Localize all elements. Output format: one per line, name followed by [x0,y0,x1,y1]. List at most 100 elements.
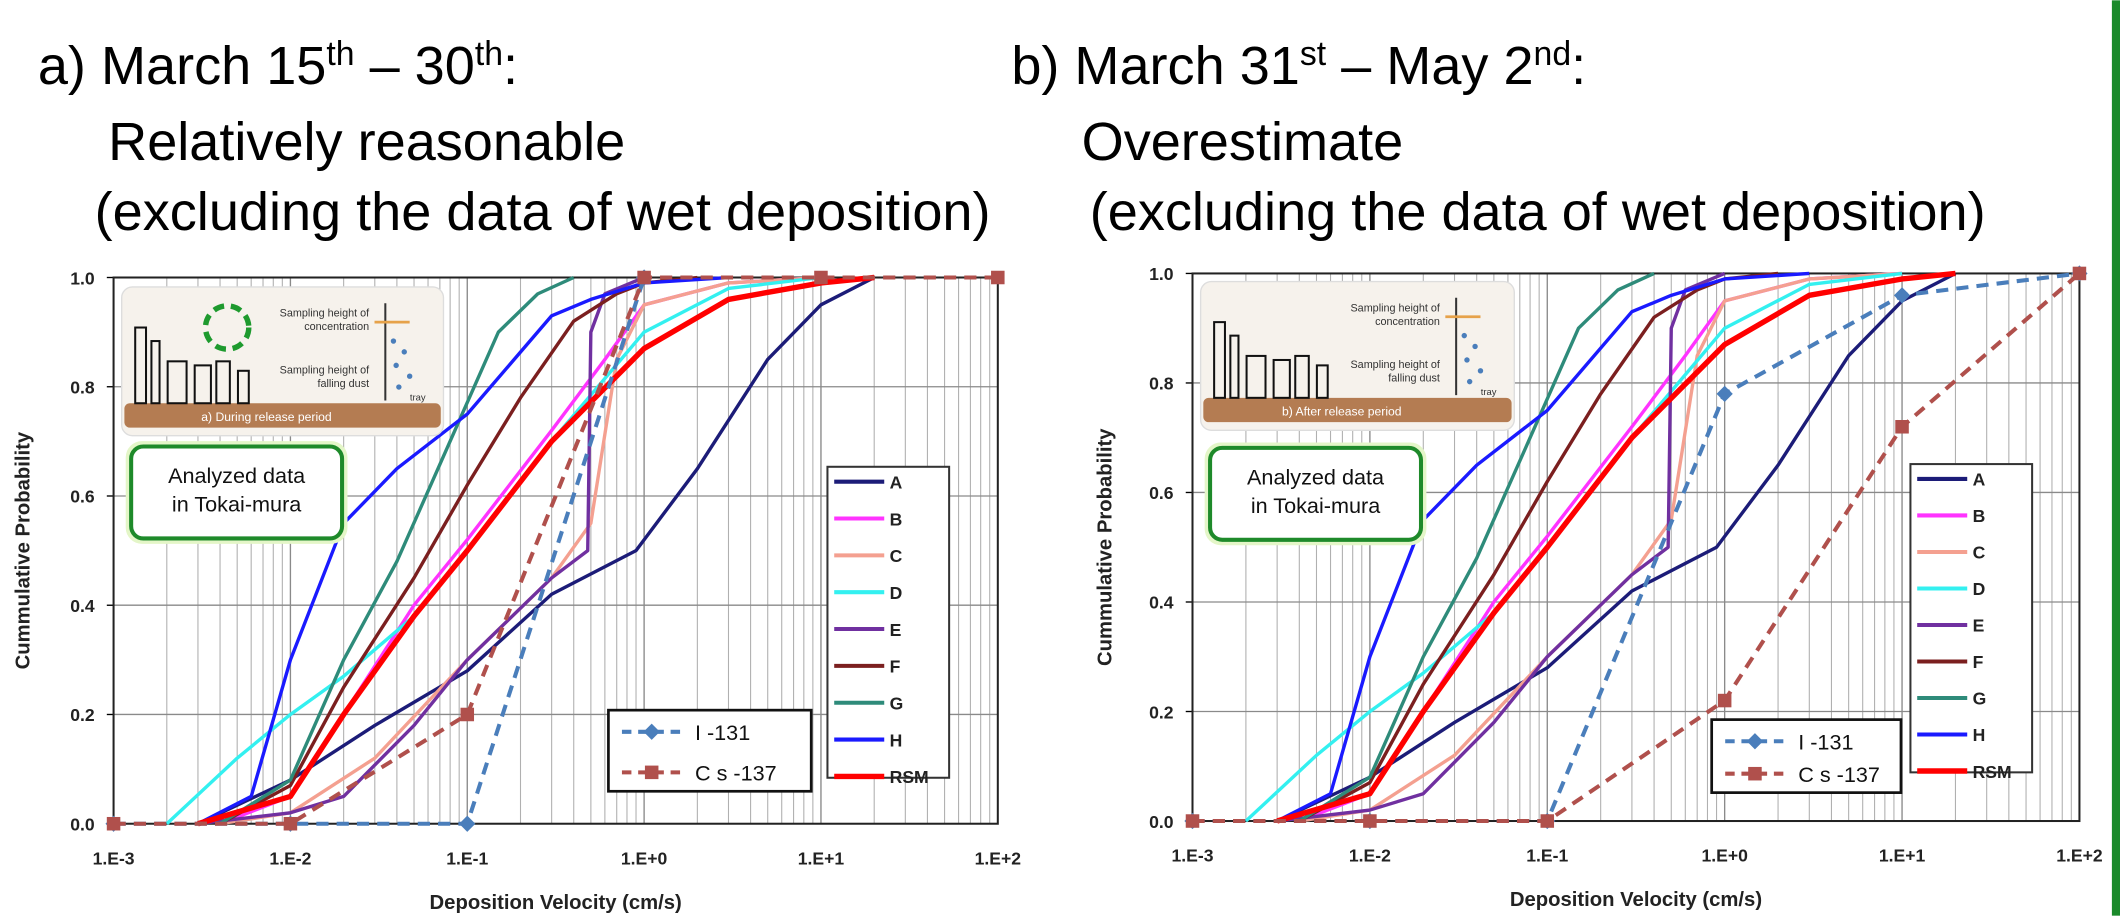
inset-building [1315,364,1329,399]
legend-box [826,465,951,779]
series-line [1276,271,1957,823]
inset-label: falling dust [317,378,369,390]
inset-building [134,326,148,405]
title-part: : [503,36,518,96]
marker [2072,266,2087,281]
series-line [1276,271,1810,823]
inset-dot [401,349,407,355]
marker [1717,693,1732,708]
chart-subtitle: (excluding the data of wet deposition) [95,182,991,242]
x-tick-label: 1.E+1 [798,848,845,868]
legend-label: D [1973,579,1986,599]
legend-label: RSM [1973,762,2012,782]
marker [460,707,475,722]
inset-building [166,360,188,405]
series-line [219,275,575,826]
series-line [197,275,645,826]
y-tick-label: 0.0 [1149,812,1174,832]
inset-ground [124,403,441,428]
inset-label: concentration [1375,316,1440,328]
legend-label: C s -137 [1798,762,1880,787]
edge-bar [2111,0,2120,916]
x-tick-label: 1.E+1 [1879,846,1926,866]
legend-label: G [890,693,904,713]
x-tick-label: 1.E-3 [93,848,135,868]
inset-building [1294,354,1310,399]
x-tick-label: 1.E-1 [1526,846,1568,866]
legend-label: E [1973,616,1985,636]
note-text: in Tokai-mura [1251,493,1381,518]
inset-building [150,340,161,405]
marker [459,815,476,832]
inset-dot [393,362,399,369]
inset-label: concentration [304,321,369,333]
marker [106,816,121,831]
legend-label: D [890,583,903,603]
inset-dot [1466,378,1473,385]
inset-label: Sampling height of [1350,359,1440,371]
inset-dot [1477,368,1484,374]
inset-label: falling dust [1388,373,1440,385]
inset-dot [1472,343,1478,350]
inset-caption: a) During release period [201,410,331,424]
marker [1716,385,1733,403]
legend-label: H [890,730,903,750]
legend-label: F [890,657,901,677]
marker [637,270,651,285]
note-text: Analyzed data [168,463,306,488]
inset-dot [396,384,402,390]
plot-frame [1191,272,2081,823]
legend-label: C s -137 [695,760,777,785]
chart: a) March 15th – 30th:Relatively reasonab… [13,35,1022,914]
inset-dot [406,373,413,379]
note-text: Analyzed data [1247,464,1385,489]
inset-dot [1464,357,1470,363]
inset-ground [1203,397,1512,423]
series-line [219,275,822,826]
title-part: a) March 15 [38,36,327,96]
y-tick-label: 0.6 [1149,483,1174,503]
inset-label: tray [410,393,426,404]
chart: b) March 31st – May 2nd: Overestimate (exc… [1011,35,2103,911]
inset-box [1199,280,1515,431]
marker [1895,420,1909,434]
series-line [1276,270,1956,824]
series-line [1192,271,2081,824]
y-axis-title: Cummulative Probability [1094,428,1116,666]
legend-label: C [890,546,903,566]
y-axis-title: Cummulative Probability [13,431,35,669]
legend-label: B [1973,506,1986,526]
x-tick-label: 1.E-2 [1349,846,1391,866]
legend-label: A [1973,470,1986,490]
note-box [1208,445,1424,542]
note-box [129,444,345,541]
chart-subtitle: (excluding the data of wet deposition) [1090,182,1986,242]
chart-subtitle: Overestimate [1082,112,1404,172]
y-tick-label: 0.2 [1149,702,1174,722]
inset-dot [390,338,397,344]
superscript: th [326,35,354,73]
legend-label: C [1973,543,1986,563]
title-part: b) March 31 [1011,36,1300,96]
x-tick-label: 1.E+0 [621,848,668,868]
series-line [197,275,729,826]
marker [283,816,298,831]
inset-building [1245,354,1267,399]
chart-title: b) March 31st – May 2nd: [1011,35,1586,96]
legend-label: H [1973,725,1986,745]
series-line [197,274,875,827]
superscript: nd [1534,35,1572,73]
inset-dot [1461,332,1467,339]
inset-building [236,369,250,405]
note-text: in Tokai-mura [172,491,302,516]
legend-box [1909,463,2034,774]
inset-box [121,286,445,437]
marker [814,270,828,285]
marker [1185,814,1200,828]
legend-box [607,708,813,793]
legend-label: G [1973,689,1987,709]
x-axis-title: Deposition Velocity (cm/s) [430,892,682,914]
series-line [197,275,876,826]
